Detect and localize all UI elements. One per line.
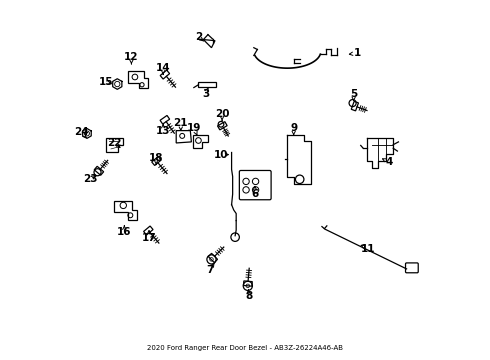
Text: 18: 18 — [149, 153, 163, 163]
Text: 24: 24 — [74, 127, 88, 138]
Text: 19: 19 — [187, 123, 201, 133]
Text: 11: 11 — [361, 244, 375, 254]
Polygon shape — [144, 226, 153, 235]
Text: 16: 16 — [117, 227, 132, 237]
Polygon shape — [160, 116, 170, 124]
Text: 9: 9 — [290, 123, 297, 133]
Text: 5: 5 — [350, 89, 357, 99]
Polygon shape — [244, 281, 252, 286]
Text: 4: 4 — [386, 157, 393, 167]
Polygon shape — [152, 157, 161, 166]
Text: 7: 7 — [206, 265, 214, 275]
Polygon shape — [94, 166, 104, 175]
Text: 1: 1 — [354, 48, 362, 58]
Text: 22: 22 — [107, 138, 122, 148]
Text: 8: 8 — [245, 291, 252, 301]
Polygon shape — [351, 101, 359, 111]
Polygon shape — [208, 253, 218, 262]
Text: 12: 12 — [124, 52, 139, 62]
Text: 3: 3 — [202, 89, 209, 99]
Text: 23: 23 — [83, 174, 98, 184]
Text: 6: 6 — [251, 189, 259, 199]
Text: 2020 Ford Ranger Rear Door Bezel - AB3Z-26224A46-AB: 2020 Ford Ranger Rear Door Bezel - AB3Z-… — [147, 345, 343, 351]
Text: 20: 20 — [215, 109, 229, 119]
Text: 15: 15 — [98, 77, 113, 87]
Text: 2: 2 — [195, 32, 202, 42]
Polygon shape — [218, 122, 227, 130]
Text: 21: 21 — [173, 118, 188, 128]
Text: 17: 17 — [142, 233, 156, 243]
Polygon shape — [160, 70, 170, 79]
Text: 10: 10 — [214, 150, 228, 159]
Text: 14: 14 — [156, 63, 171, 73]
Text: 13: 13 — [156, 126, 171, 136]
